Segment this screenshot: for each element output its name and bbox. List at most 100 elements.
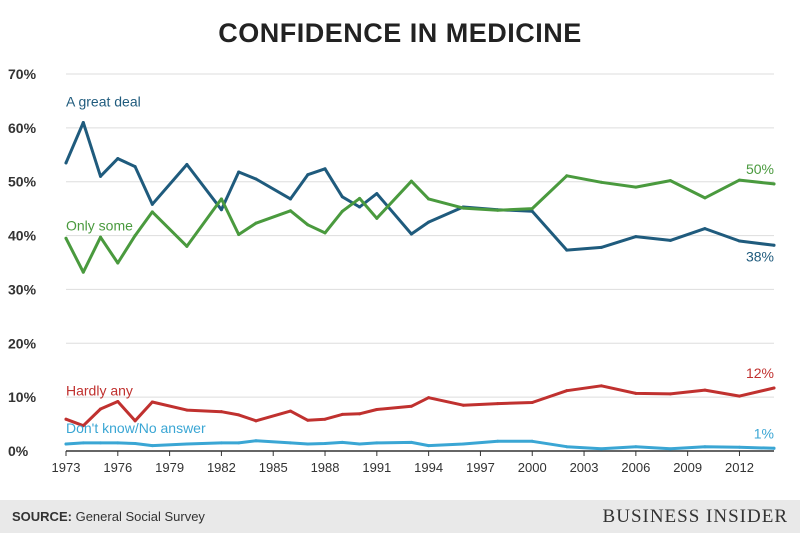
data-point <box>185 408 189 412</box>
data-point <box>358 205 362 209</box>
data-point <box>703 227 707 231</box>
data-point <box>772 243 776 247</box>
series-label: A great deal <box>66 93 141 109</box>
data-point <box>634 235 638 239</box>
x-tick-label: 2003 <box>570 460 599 475</box>
data-point <box>288 209 292 213</box>
data-point <box>99 174 103 178</box>
series-line <box>64 121 776 252</box>
data-point <box>99 441 103 445</box>
data-point <box>668 392 672 396</box>
data-point <box>409 404 413 408</box>
data-point <box>737 445 741 449</box>
data-point <box>237 441 241 445</box>
series-label: Hardly any <box>66 382 133 398</box>
data-point <box>306 173 310 177</box>
data-point <box>530 401 534 405</box>
x-tick-label: 1997 <box>466 460 495 475</box>
data-point <box>668 447 672 451</box>
data-point <box>288 441 292 445</box>
data-point <box>116 261 120 265</box>
data-point <box>306 223 310 227</box>
x-tick-label: 1985 <box>259 460 288 475</box>
data-point <box>772 386 776 390</box>
series-label: Don't know/No answer <box>66 420 206 436</box>
series-line <box>64 439 776 451</box>
data-point <box>81 424 85 428</box>
data-point <box>737 394 741 398</box>
x-tick-label: 1982 <box>207 460 236 475</box>
end-value-label: 50% <box>746 161 774 177</box>
footer-bar: SOURCE: General Social Survey BUSINESS I… <box>0 500 800 533</box>
data-point <box>133 441 137 445</box>
data-point <box>358 196 362 200</box>
data-point <box>99 407 103 411</box>
data-point <box>133 234 137 238</box>
data-point <box>599 447 603 451</box>
data-point <box>150 400 154 404</box>
data-point <box>64 161 68 165</box>
source-note: SOURCE: General Social Survey <box>12 509 205 524</box>
data-point <box>703 445 707 449</box>
data-point <box>219 208 223 212</box>
data-point <box>599 384 603 388</box>
data-point <box>64 236 68 240</box>
data-point <box>737 239 741 243</box>
end-value-label: 38% <box>746 248 774 264</box>
data-point <box>375 192 379 196</box>
end-value-label: 1% <box>754 425 774 441</box>
x-tick-label: 2009 <box>673 460 702 475</box>
data-point <box>703 196 707 200</box>
data-point <box>634 391 638 395</box>
y-tick-label: 20% <box>8 335 37 351</box>
data-point <box>772 446 776 450</box>
data-point <box>116 441 120 445</box>
data-point <box>565 248 569 252</box>
data-point <box>323 441 327 445</box>
y-tick-label: 50% <box>8 174 37 190</box>
data-point <box>409 440 413 444</box>
data-point <box>81 120 85 124</box>
x-tick-label: 2012 <box>725 460 754 475</box>
data-point <box>375 216 379 220</box>
data-point <box>340 440 344 444</box>
data-point <box>599 245 603 249</box>
x-tick-label: 1973 <box>52 460 81 475</box>
data-point <box>254 439 258 443</box>
x-tick-label: 1988 <box>311 460 340 475</box>
data-point <box>116 399 120 403</box>
data-point <box>530 439 534 443</box>
data-point <box>461 442 465 446</box>
y-tick-label: 70% <box>8 66 37 82</box>
data-point <box>409 179 413 183</box>
data-point <box>530 209 534 213</box>
x-tick-label: 1991 <box>362 460 391 475</box>
x-tick-label: 1994 <box>414 460 443 475</box>
x-tick-label: 1979 <box>155 460 184 475</box>
data-point <box>323 231 327 235</box>
data-point <box>185 162 189 166</box>
data-point <box>461 403 465 407</box>
data-point <box>530 207 534 211</box>
line-chart: 0% 10% 20% 30% 40% 50% 60% 70% 1973 1976 1979 1982 1… <box>8 66 776 475</box>
data-point <box>427 444 431 448</box>
x-tick-label: 1976 <box>103 460 132 475</box>
data-point <box>375 408 379 412</box>
data-point <box>340 412 344 416</box>
data-point <box>323 167 327 171</box>
data-point <box>185 244 189 248</box>
data-point <box>185 442 189 446</box>
data-point <box>254 177 258 181</box>
data-point <box>599 180 603 184</box>
x-tick-label: 2006 <box>621 460 650 475</box>
source-label: SOURCE: <box>12 509 72 524</box>
data-point <box>427 396 431 400</box>
data-point <box>237 232 241 236</box>
source-text: General Social Survey <box>75 509 205 524</box>
data-point <box>116 157 120 161</box>
data-point <box>306 418 310 422</box>
data-point <box>81 441 85 445</box>
chart-title: CONFIDENCE IN MEDICINE <box>218 18 582 48</box>
data-point <box>703 388 707 392</box>
y-tick-label: 40% <box>8 228 37 244</box>
